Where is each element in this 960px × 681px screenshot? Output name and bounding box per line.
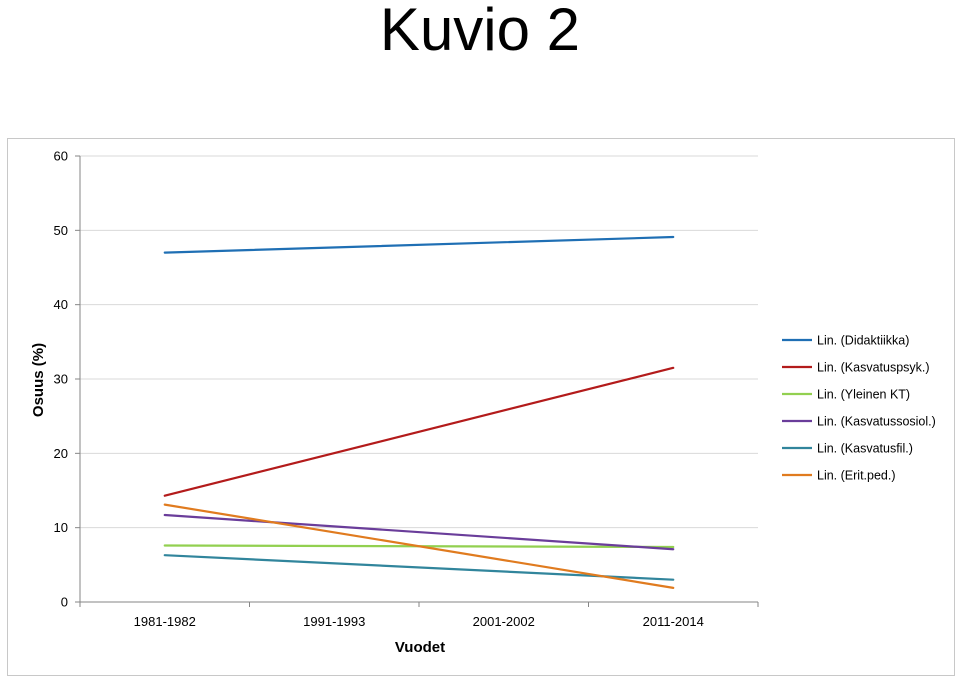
legend: Lin. (Didaktiikka) Lin. (Kasvatuspsyk.) Li… [782, 334, 936, 483]
series-line [163, 513, 675, 551]
series-line [163, 235, 675, 254]
y-tick-label: 20 [54, 446, 68, 461]
y-axis-title: Osuus (%) [30, 343, 47, 417]
x-tick-label: 2011-2014 [643, 614, 704, 629]
y-tick-label: 50 [54, 223, 68, 238]
x-tick-labels: 1981-1982 1991-1993 2001-2002 2011-2014 [134, 614, 704, 629]
x-tick-label: 1991-1993 [303, 614, 365, 629]
chart-frame [7, 138, 955, 676]
y-tick-label: 30 [54, 372, 68, 387]
y-tick-labels: 0 10 20 30 40 50 60 [54, 149, 68, 610]
series-line [163, 503, 675, 589]
legend-label: Lin. (Kasvatusfil.) [817, 442, 913, 456]
axes [79, 156, 759, 607]
series-line [163, 554, 675, 581]
gridlines [75, 155, 758, 603]
y-tick-label: 10 [54, 520, 68, 535]
series-line [163, 366, 675, 497]
x-axis-title: Vuodet [395, 639, 445, 656]
x-tick-label: 2001-2002 [473, 614, 535, 629]
y-tick-label: 0 [61, 595, 68, 610]
legend-label: Lin. (Didaktiikka) [817, 334, 909, 348]
y-tick-label: 60 [54, 149, 68, 164]
legend-label: Lin. (Yleinen KT) [817, 388, 910, 402]
legend-label: Lin. (Kasvatussosiol.) [817, 415, 936, 429]
legend-label: Lin. (Erit.ped.) [817, 469, 896, 483]
page-title: Kuvio 2 [379, 0, 581, 63]
series-lines [163, 235, 675, 589]
x-tick-label: 1981-1982 [134, 614, 196, 629]
legend-label: Lin. (Kasvatuspsyk.) [817, 361, 930, 375]
y-tick-label: 40 [54, 297, 68, 312]
